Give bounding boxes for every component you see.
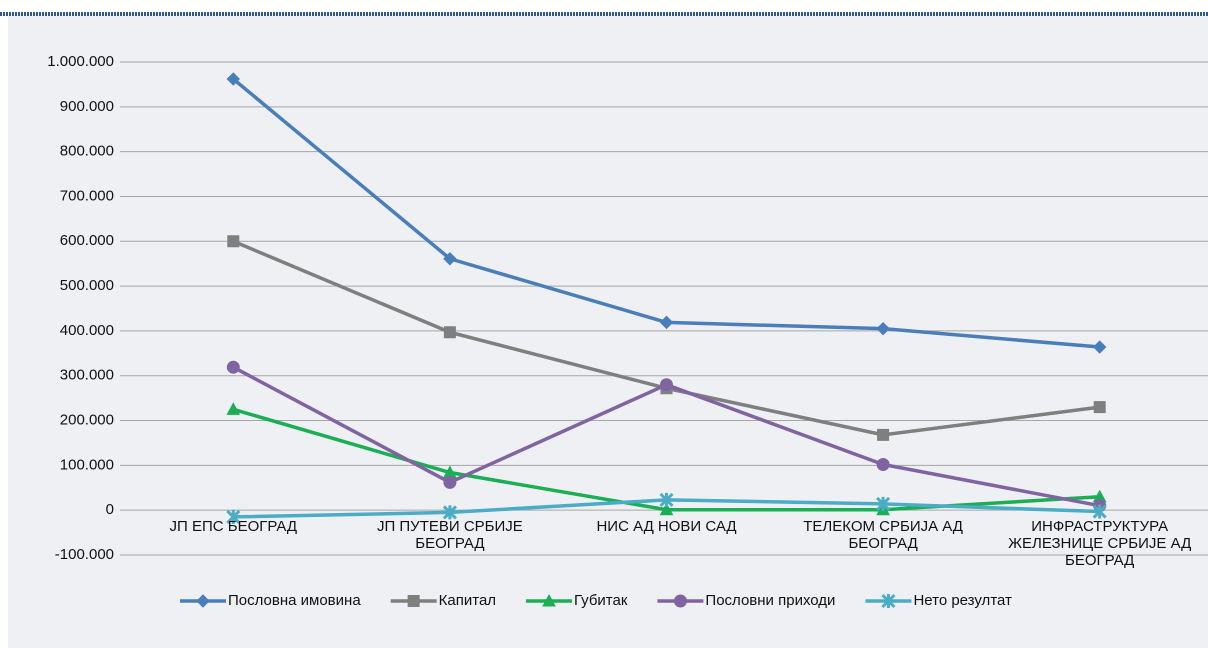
legend-label: Пословна имовина — [228, 592, 361, 609]
panel — [8, 16, 1208, 648]
x-tick-label: ИНФРАСТРУКТУРА ЖЕЛЕЗНИЦЕ СРБИЈЕ АД БЕОГР… — [1008, 518, 1192, 570]
legend-label: Губитак — [574, 592, 628, 609]
y-tick-label: 700.000 — [60, 187, 114, 204]
data-point — [660, 378, 673, 392]
data-point — [877, 428, 890, 441]
x-tick-label: ЈП ПУТЕВИ СРБИЈЕ БЕОГРАД — [376, 518, 523, 553]
legend-label: Нето резултат — [913, 592, 1012, 609]
x-tick-label: ТЕЛЕКОМ СРБИЈА АД БЕОГРАД — [803, 518, 963, 553]
x-tick-label: ЈП ЕПС БЕОГРАД — [169, 518, 298, 536]
data-point — [659, 492, 674, 507]
legend-marker — [881, 593, 896, 609]
legend-marker — [407, 595, 420, 607]
data-point — [1093, 401, 1106, 414]
y-tick-label: 600.000 — [60, 232, 114, 249]
y-tick-label: 1.000.000 — [47, 53, 114, 70]
y-tick-label: 500.000 — [60, 277, 114, 294]
y-tick-label: 400.000 — [60, 322, 114, 339]
data-point — [876, 457, 890, 471]
legend-marker — [196, 594, 210, 608]
y-tick-label: 300.000 — [60, 367, 114, 384]
data-point — [876, 321, 890, 336]
y-tick-label: 800.000 — [60, 143, 114, 160]
data-point — [226, 72, 241, 86]
data-point — [443, 252, 457, 266]
data-point — [876, 496, 891, 511]
data-point — [1092, 340, 1107, 354]
y-tick-label: -100.000 — [55, 546, 114, 563]
data-point — [1092, 504, 1107, 519]
y-tick-label: 200.000 — [60, 412, 114, 429]
data-point — [443, 475, 457, 489]
x-tick-label: НИС АД НОВИ САД — [596, 518, 737, 536]
data-point — [226, 509, 241, 524]
y-tick-label: 900.000 — [60, 98, 114, 115]
legend-marker — [542, 593, 556, 607]
legend-marker — [673, 594, 687, 608]
y-tick-label: 0 — [106, 501, 114, 518]
data-point — [226, 402, 241, 415]
data-point — [443, 326, 456, 339]
legend-label: Капитал — [439, 592, 496, 609]
data-point — [226, 360, 240, 374]
data-point — [442, 505, 457, 520]
data-point — [659, 502, 674, 516]
y-tick-label: 100.000 — [60, 456, 114, 473]
legend-label: Пословни приходи — [705, 592, 835, 609]
data-point — [659, 315, 674, 330]
data-point — [227, 235, 240, 248]
